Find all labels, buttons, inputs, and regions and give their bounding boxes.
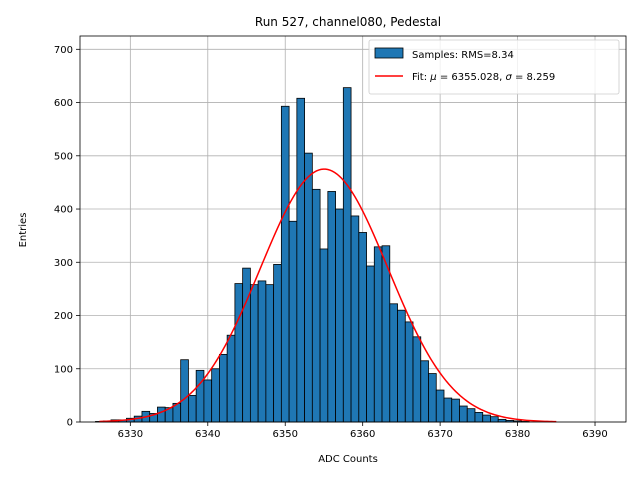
fit-curve [99,168,557,423]
legend-label-samples: Samples: RMS=8.34 [412,50,514,61]
histogram-bar [211,368,220,423]
x-tick-label: 6360 [350,429,375,440]
y-tick-label: 700 [54,45,73,56]
histogram-bar [482,414,491,423]
histogram-bar [188,394,197,423]
x-axis-label: ADC Counts [318,454,378,465]
y-tick-label: 300 [54,258,73,269]
legend-swatch-samples [374,47,404,59]
histogram-bar [319,248,329,423]
histogram-bar [490,416,499,423]
histogram-bar [335,208,344,423]
histogram-bar [358,232,367,423]
plot-frame [79,35,627,423]
histogram-bar [451,398,460,423]
histogram-bar [180,359,189,423]
histogram-bar [342,87,352,423]
histogram-bar [435,389,445,423]
histogram-bar [420,360,429,423]
histogram-bar [288,220,298,423]
histogram-bar [219,353,228,423]
y-tick-label: 200 [54,311,73,322]
histogram-bar [412,336,422,423]
x-tick-label: 6350 [273,429,298,440]
histogram-bar [311,188,321,423]
y-axis: 0 100 200 300 400 500 600 700 [54,45,80,429]
histogram-bar [381,245,391,423]
histogram-bar [443,397,453,423]
histogram-bar [249,284,259,423]
histogram-bar [428,373,437,423]
histogram-bar [203,379,213,423]
y-tick-label: 400 [54,205,73,216]
histogram-bar [474,412,484,423]
histogram-bar [280,105,290,423]
legend-label-fit: Fit: μ = 6355.028, σ = 8.259 [412,72,555,83]
histogram-bar [273,264,282,423]
histogram-bar [389,303,398,423]
x-tick-label: 6390 [582,429,607,440]
histogram-bar [265,284,275,423]
x-tick-label: 6330 [118,429,143,440]
histogram-bar [397,309,406,423]
histogram-bar [157,406,166,423]
histogram-bar [304,152,313,423]
x-tick-label: 6340 [195,429,220,440]
x-tick-label: 6370 [427,429,452,440]
histogram-bar [234,283,244,423]
histogram-bar [459,405,468,423]
histogram-bar [257,280,267,423]
histogram-bar [195,369,205,423]
y-tick-label: 100 [54,364,73,375]
legend: Samples: RMS=8.34 Fit: μ = 6355.028, σ =… [368,39,620,95]
y-axis-label: Entries [18,213,29,248]
histogram-bar [350,215,360,423]
x-axis: 6330 6340 6350 6360 6370 6380 6390 [118,422,608,440]
histogram-bar [373,246,383,423]
histogram-bar [366,265,375,423]
histogram-bar [327,191,336,423]
y-tick-label: 0 [67,418,73,429]
legend-box [368,39,620,95]
histogram-bar [296,97,305,423]
x-tick-label: 6380 [505,429,530,440]
chart-title: Run 527, channel080, Pedestal [255,15,441,29]
y-tick-label: 500 [54,151,73,162]
histogram-bar [242,267,251,423]
histogram-bar [404,321,414,423]
histogram-bar [226,334,236,423]
y-tick-label: 600 [54,98,73,109]
histogram-bar [466,408,476,423]
